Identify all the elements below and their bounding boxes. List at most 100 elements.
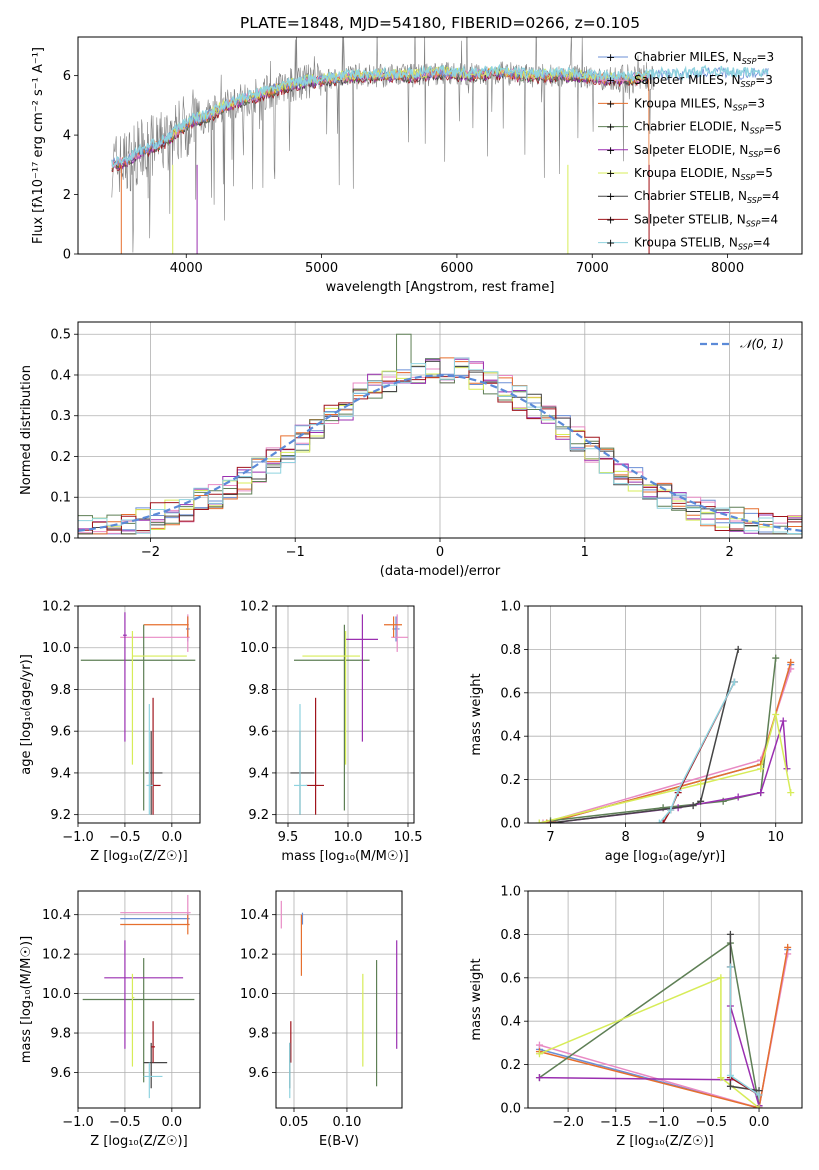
- data-point: [726, 1071, 734, 1079]
- data-point: [787, 789, 795, 797]
- data-point: [755, 1104, 763, 1108]
- y-tick-label: 4: [63, 129, 71, 144]
- legend-marker: +: [606, 237, 615, 250]
- legend-marker: +: [606, 167, 615, 180]
- series-ke: [539, 976, 760, 1108]
- y-tick-label: 1.0: [500, 885, 521, 900]
- y-tick-label: 0.0: [500, 1102, 521, 1117]
- y-tick-label: 9.8: [50, 683, 71, 698]
- model-ks: [111, 63, 769, 169]
- y-tick-label: 9.2: [50, 808, 71, 823]
- axes-frame: [527, 890, 803, 1109]
- plot-area: [78, 322, 802, 538]
- panel-mass_vs_Z: −1.0 −0.5 0.0 9.6 9.8 10.0 10.2 10.4 Z [log₁₀(Z/…: [19, 890, 201, 1149]
- legend-marker: +: [606, 121, 615, 134]
- legend-entry: Chabrier ELODIE, NSSP=5: [634, 120, 782, 136]
- x-axis-label: Z [log₁₀(Z/Z☉)]: [90, 1134, 187, 1149]
- y-tick-label: 1.0: [500, 600, 521, 615]
- y-tick-label: 9.6: [248, 725, 269, 740]
- x-tick-label: 9: [697, 830, 705, 845]
- series-cs: [729, 934, 760, 1092]
- y-tick-label: 10.0: [240, 641, 269, 656]
- x-tick-label: 7: [546, 830, 554, 845]
- panel-age_vs_mass: 9.5 10.0 10.5 9.2 9.4 9.6 9.8 10.0 10.2 mass [log…: [240, 600, 422, 865]
- x-axis-label: wavelength [Angstrom, rest frame]: [326, 280, 555, 295]
- x-tick-label: −1: [286, 545, 305, 560]
- legend-marker: +: [606, 97, 615, 110]
- data-point: [539, 819, 547, 823]
- y-tick-label: 9.4: [50, 766, 71, 781]
- axes-frame: [527, 605, 803, 824]
- data-point: [726, 930, 734, 938]
- normal-curve: [78, 374, 802, 532]
- x-tick-label: −1.0: [62, 830, 94, 845]
- plot-area: [528, 606, 802, 823]
- data-point: [726, 963, 734, 971]
- data-point: [779, 717, 787, 725]
- x-tick-label: 5000: [305, 261, 338, 276]
- x-tick-label: 9.5: [278, 830, 299, 845]
- y-axis-label: mass weight: [469, 673, 484, 755]
- axes-frame: [77, 36, 803, 255]
- legend-entry: Salpeter ELODIE, NSSP=6: [634, 143, 781, 159]
- y-tick-label: 0.4: [500, 730, 521, 745]
- panel-age_vs_Z: −1.0 −0.5 0.0 9.2 9.4 9.6 9.8 10.0 10.2 Z [log₁₀(…: [19, 600, 201, 864]
- legend-entry: Salpeter STELIB, NSSP=4: [634, 212, 778, 228]
- x-tick-label: −0.5: [109, 1115, 141, 1130]
- y-tick-label: 6: [63, 69, 71, 84]
- data-point: [659, 819, 667, 823]
- y-tick-label: 9.2: [248, 808, 269, 823]
- y-tick-label: 0.0: [500, 817, 521, 832]
- y-tick-label: 10.2: [42, 600, 71, 615]
- data-point: [757, 789, 765, 797]
- y-tick-label: 0.8: [500, 643, 521, 658]
- x-axis-label: Z [log₁₀(Z/Z☉)]: [90, 849, 187, 864]
- y-tick-label: 9.8: [248, 683, 269, 698]
- y-tick-label: 0.2: [500, 773, 521, 788]
- panel-mass_vs_ebv: 0.05 0.10 9.6 9.8 10.0 10.2 10.4 E(B-V): [240, 890, 403, 1149]
- y-tick-label: 9.6: [50, 725, 71, 740]
- y-tick-label: 0: [63, 248, 71, 263]
- plot-area: [111, 37, 769, 254]
- plot-area: [78, 891, 200, 1108]
- data-point: [772, 654, 780, 662]
- x-tick-label: 6000: [440, 261, 473, 276]
- x-tick-label: 7000: [576, 261, 609, 276]
- panel-residual_hist: −2 −1 0 1 2 0.0 0.1 0.2 0.3 0.4 0.5 (data-model)/er…: [19, 321, 803, 579]
- series-sm: [539, 953, 789, 1108]
- legend: + Chabrier MILES, NSSP=3 + Salpeter MILES, …: [598, 50, 782, 252]
- data-point: [667, 806, 675, 814]
- legend-entry: Kroupa STELIB, NSSP=4: [634, 236, 770, 252]
- data-point: [784, 943, 792, 951]
- y-axis-label: Flux [fλ10⁻¹⁷ erg cm⁻² s⁻¹ A⁻¹]: [31, 47, 46, 244]
- y-tick-label: 10.4: [240, 908, 269, 923]
- series-ks: [658, 681, 736, 823]
- y-tick-label: 10.0: [240, 987, 269, 1002]
- data-point: [535, 1074, 543, 1082]
- figure-title: PLATE=1848, MJD=54180, FIBERID=0266, z=0…: [240, 14, 640, 32]
- x-tick-label: −2: [141, 545, 160, 560]
- x-tick-label: 8: [621, 830, 629, 845]
- plot-area: [528, 891, 802, 1108]
- axes-frame: [77, 321, 803, 539]
- data-point: [772, 711, 780, 718]
- x-tick-label: 10.0: [334, 830, 363, 845]
- data-point: [717, 1074, 725, 1082]
- series-cs: [550, 649, 739, 823]
- panel-mass_weight_vs_age: 7 8 9 10 0.0 0.2 0.4 0.6 0.8 1.0 age [log₁₀(age/yr…: [469, 600, 803, 864]
- x-tick-label: 4000: [170, 261, 203, 276]
- series-sm: [542, 668, 792, 823]
- data-point: [535, 819, 543, 823]
- y-tick-label: 2: [63, 188, 71, 203]
- x-tick-label: 10: [767, 830, 784, 845]
- x-tick-label: 8000: [711, 261, 744, 276]
- y-tick-label: 0.6: [500, 971, 521, 986]
- y-tick-label: 10.4: [42, 908, 71, 923]
- data-point: [655, 819, 663, 823]
- data-point: [730, 678, 738, 686]
- x-tick-label: −1.0: [62, 1115, 94, 1130]
- legend-entry: Salpeter MILES, NSSP=3: [634, 73, 773, 89]
- x-tick-label: 0: [436, 545, 444, 560]
- plot-area: [78, 606, 200, 823]
- y-tick-label: 0.8: [500, 928, 521, 943]
